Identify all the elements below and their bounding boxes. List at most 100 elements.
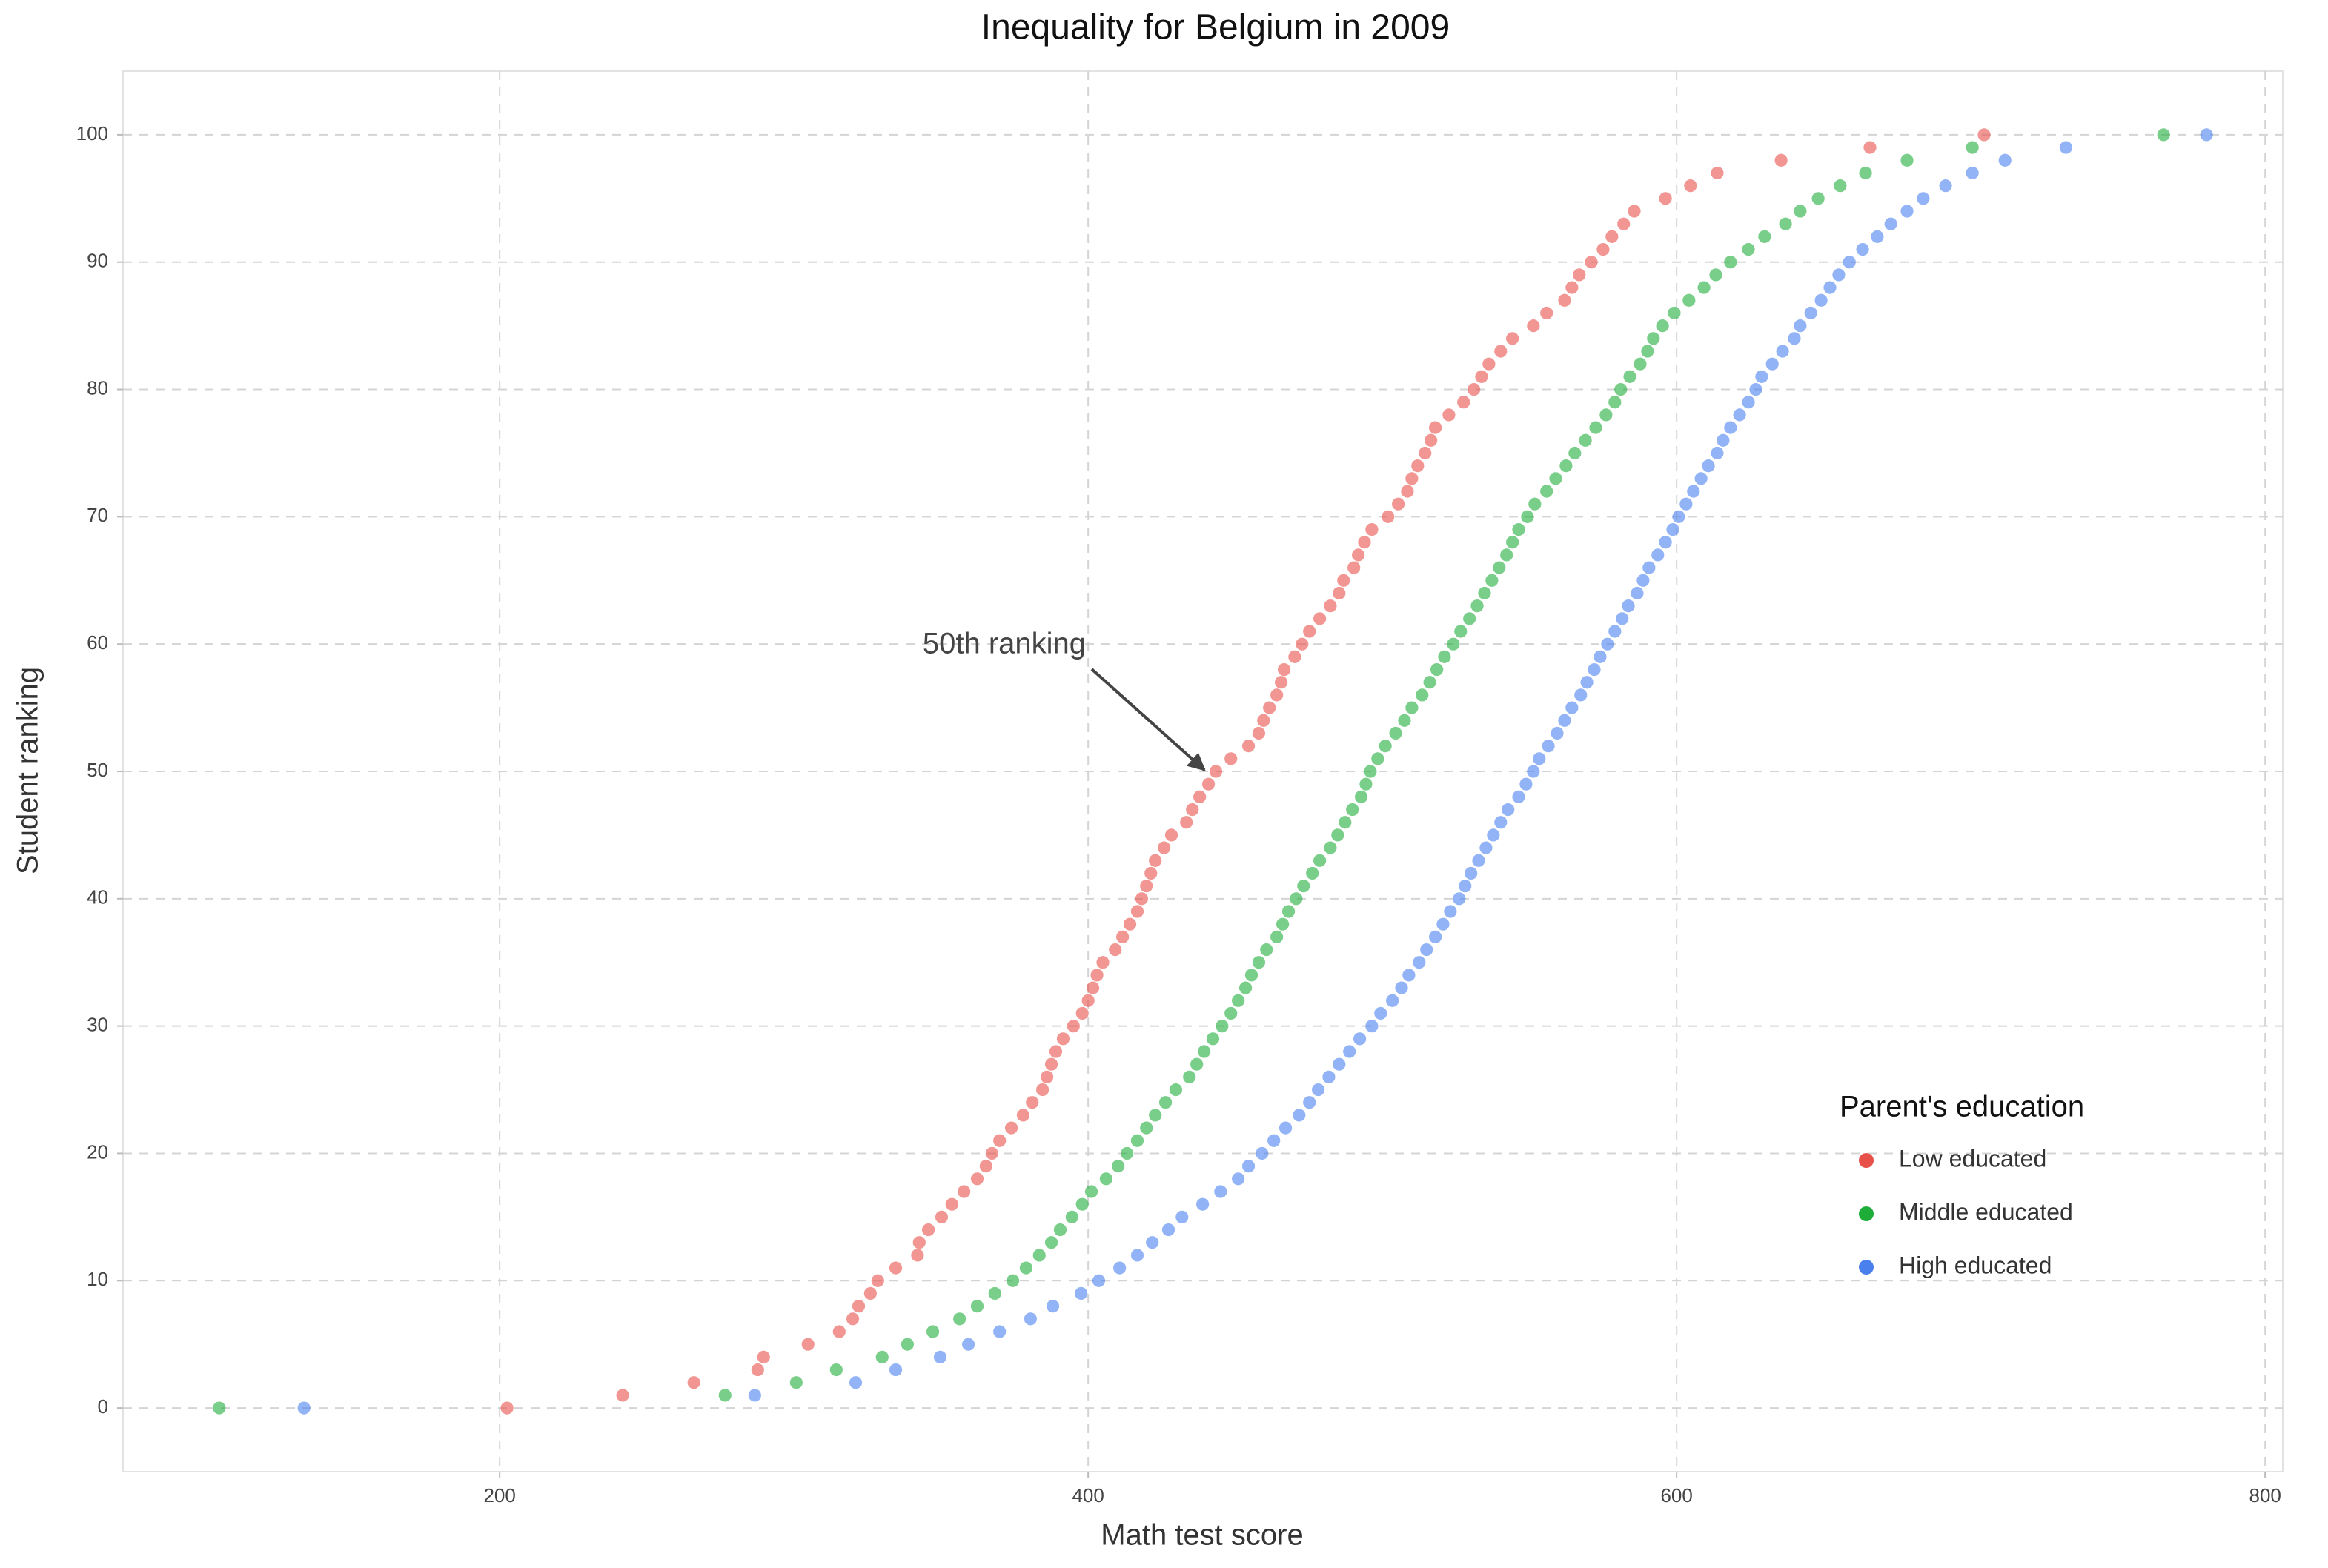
data-point	[1324, 599, 1337, 613]
data-point	[1558, 714, 1571, 727]
data-point	[1352, 548, 1365, 562]
data-point	[1614, 382, 1628, 396]
data-point	[1190, 1057, 1204, 1071]
data-point	[1270, 930, 1284, 943]
data-point	[1386, 994, 1399, 1007]
data-point	[1804, 306, 1817, 320]
data-point	[1324, 841, 1337, 854]
data-point	[1364, 765, 1377, 778]
data-point	[1900, 205, 1914, 218]
data-point	[912, 1236, 926, 1249]
data-point	[1354, 790, 1368, 803]
data-point	[1140, 880, 1153, 893]
data-point	[1702, 459, 1715, 473]
data-point	[1405, 472, 1419, 485]
data-point	[1224, 1006, 1238, 1020]
data-point	[1724, 421, 1737, 434]
data-point	[1549, 472, 1562, 485]
data-point	[1036, 1083, 1049, 1097]
data-point	[985, 1146, 998, 1160]
data-point	[1411, 459, 1425, 473]
data-point	[1533, 752, 1546, 765]
data-point	[1589, 421, 1602, 434]
data-point	[1475, 370, 1488, 383]
data-point	[1438, 650, 1451, 663]
data-point	[1277, 662, 1291, 677]
data-point	[1642, 561, 1656, 574]
data-point	[1811, 192, 1825, 205]
data-point	[1832, 268, 1846, 282]
data-point	[1519, 777, 1533, 791]
data-point	[789, 1376, 803, 1389]
data-point	[1568, 446, 1582, 460]
data-point	[1966, 141, 1979, 154]
data-point	[1506, 536, 1519, 549]
data-point	[1436, 917, 1450, 931]
data-point	[911, 1249, 924, 1262]
data-point	[1164, 828, 1178, 842]
data-point	[1580, 676, 1594, 689]
data-point	[1900, 153, 1914, 167]
data-point	[1024, 1312, 1037, 1326]
data-point	[1470, 599, 1484, 613]
y-tick-label: 40	[87, 886, 108, 908]
data-point	[1939, 179, 1952, 193]
data-point	[1297, 880, 1310, 893]
data-point	[852, 1300, 866, 1313]
data-point	[829, 1363, 843, 1377]
data-point	[1871, 230, 1884, 243]
data-point	[1442, 408, 1456, 422]
x-tick-label: 200	[483, 1484, 515, 1506]
data-point	[1401, 485, 1414, 498]
data-point	[1694, 472, 1708, 485]
annotation-arrow	[1090, 668, 1206, 771]
data-point	[1044, 1236, 1058, 1249]
data-point	[1749, 382, 1762, 396]
data-point	[1599, 408, 1613, 422]
data-point	[1416, 688, 1429, 702]
data-point	[1465, 866, 1478, 880]
data-point	[1065, 1210, 1078, 1223]
data-point	[1512, 790, 1525, 803]
data-point	[1454, 625, 1468, 638]
data-point	[1276, 917, 1290, 931]
data-point	[1180, 816, 1193, 829]
data-point	[1636, 574, 1650, 587]
legend-title: Parent's education	[1840, 1091, 2084, 1123]
data-point	[1502, 803, 1515, 817]
data-point	[1814, 293, 1828, 307]
data-point	[871, 1274, 884, 1287]
data-point	[1149, 854, 1162, 867]
legend-swatch	[1859, 1206, 1874, 1221]
data-point	[1500, 548, 1513, 562]
data-point	[297, 1401, 311, 1415]
data-point	[1392, 497, 1405, 511]
data-point	[832, 1325, 846, 1338]
data-point	[1459, 880, 1472, 893]
data-point	[1279, 1121, 1293, 1135]
chart-title: Inequality for Belgium in 2009	[981, 8, 1450, 47]
data-point	[1201, 777, 1216, 791]
data-point	[1679, 497, 1693, 511]
data-point	[1527, 765, 1540, 778]
data-point	[1641, 345, 1654, 358]
data-point	[1608, 625, 1622, 638]
data-point	[1594, 650, 1607, 663]
data-point	[1419, 446, 1432, 460]
data-point	[1733, 408, 1746, 422]
data-point	[1333, 1057, 1346, 1071]
data-point	[1506, 332, 1519, 345]
y-tick-label: 80	[87, 376, 108, 399]
data-point	[901, 1338, 915, 1351]
data-point	[1056, 1032, 1070, 1046]
data-point	[1430, 662, 1444, 677]
y-tick-label: 90	[87, 250, 108, 272]
data-point	[718, 1389, 732, 1402]
data-point	[1463, 612, 1476, 625]
data-point	[1075, 1286, 1088, 1300]
data-point	[1252, 726, 1266, 740]
data-point	[687, 1376, 700, 1389]
data-point	[1494, 816, 1508, 829]
data-point	[1044, 1057, 1058, 1071]
data-point	[1092, 1274, 1106, 1287]
